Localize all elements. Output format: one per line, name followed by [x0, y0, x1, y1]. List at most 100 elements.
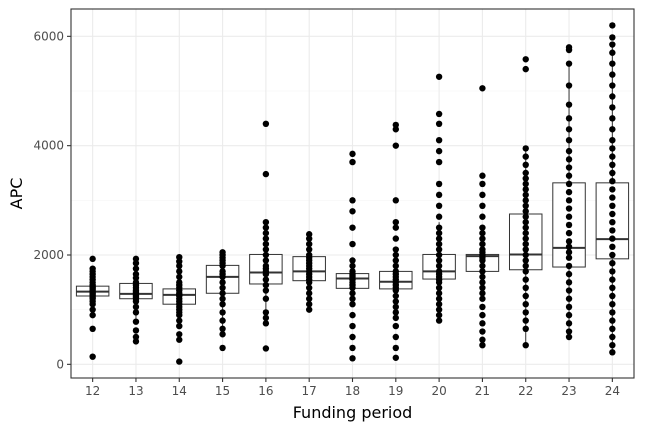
data-point [565, 221, 573, 229]
data-point [132, 318, 140, 325]
data-point [176, 273, 183, 281]
data-point [305, 235, 313, 242]
data-point [609, 161, 616, 168]
data-point [609, 292, 616, 300]
points-20 [435, 73, 443, 324]
data-point [262, 120, 270, 128]
data-point [392, 333, 400, 341]
data-point [349, 150, 356, 158]
data-point [609, 104, 616, 111]
y-tick-label: 2000 [33, 248, 64, 262]
data-point [392, 251, 400, 259]
data-point [262, 314, 270, 322]
data-point [435, 180, 443, 188]
data-point [132, 270, 140, 278]
x-tick-label: 24 [605, 384, 620, 398]
data-point [565, 137, 573, 144]
data-point [305, 295, 313, 302]
data-point [305, 306, 313, 313]
data-point [522, 161, 529, 168]
data-point [565, 238, 573, 245]
data-point [132, 333, 140, 341]
points-24 [609, 22, 616, 356]
data-point [305, 231, 313, 238]
data-point [349, 333, 356, 341]
data-point [132, 255, 140, 263]
data-point [609, 115, 616, 122]
data-point [305, 240, 313, 248]
data-point [565, 243, 573, 250]
data-point [392, 126, 400, 133]
points-21 [479, 85, 486, 349]
data-point [132, 327, 140, 334]
data-point [609, 325, 616, 332]
data-point [522, 251, 529, 259]
data-point [479, 290, 486, 297]
data-point [479, 320, 486, 327]
data-point [435, 251, 443, 259]
data-point [349, 295, 356, 302]
data-point [349, 208, 356, 215]
data-point [609, 227, 616, 234]
data-point [392, 197, 400, 204]
data-point [565, 172, 573, 179]
data-point [392, 344, 400, 352]
data-point [349, 240, 356, 248]
data-point [609, 333, 616, 341]
data-point [392, 268, 400, 275]
data-point [565, 205, 573, 212]
points-22 [522, 56, 529, 349]
data-point [565, 320, 573, 327]
x-tick-label: 19 [388, 384, 403, 398]
data-point [609, 169, 616, 177]
data-point [219, 301, 226, 308]
x-tick-label: 20 [431, 384, 446, 398]
data-point [522, 301, 529, 308]
data-point [176, 358, 183, 365]
data-point [565, 44, 573, 51]
data-point [392, 257, 400, 264]
data-point [609, 219, 616, 226]
data-point [522, 213, 529, 220]
data-point [392, 121, 400, 129]
data-point [522, 276, 529, 283]
data-point [392, 314, 400, 322]
x-tick-label: 15 [215, 384, 230, 398]
data-point [609, 137, 616, 144]
data-point [219, 249, 226, 256]
data-point [132, 279, 140, 286]
data-point [609, 178, 616, 185]
data-point [435, 158, 443, 166]
data-point [609, 145, 616, 152]
data-point [522, 257, 529, 264]
data-point [392, 224, 400, 231]
data-point [392, 246, 400, 253]
data-point [609, 82, 616, 89]
data-point [435, 240, 443, 248]
data-point [89, 325, 96, 332]
data-point [219, 309, 226, 316]
data-point [219, 344, 226, 352]
data-point [609, 301, 616, 308]
data-point [565, 60, 573, 67]
data-point [609, 194, 616, 201]
data-point [479, 295, 486, 302]
data-point [565, 333, 573, 341]
points-17 [305, 231, 313, 313]
data-point [565, 101, 573, 108]
data-point [349, 355, 356, 362]
data-point [609, 349, 616, 356]
data-point [262, 170, 270, 178]
data-point [609, 49, 616, 56]
data-point [435, 224, 443, 231]
data-point [565, 262, 573, 270]
data-point [522, 309, 529, 316]
data-point [522, 191, 529, 199]
data-point [219, 284, 226, 291]
data-point [609, 260, 616, 267]
data-point [262, 246, 270, 253]
data-point [479, 246, 486, 253]
x-tick-label: 12 [85, 384, 100, 398]
data-point [132, 338, 140, 345]
